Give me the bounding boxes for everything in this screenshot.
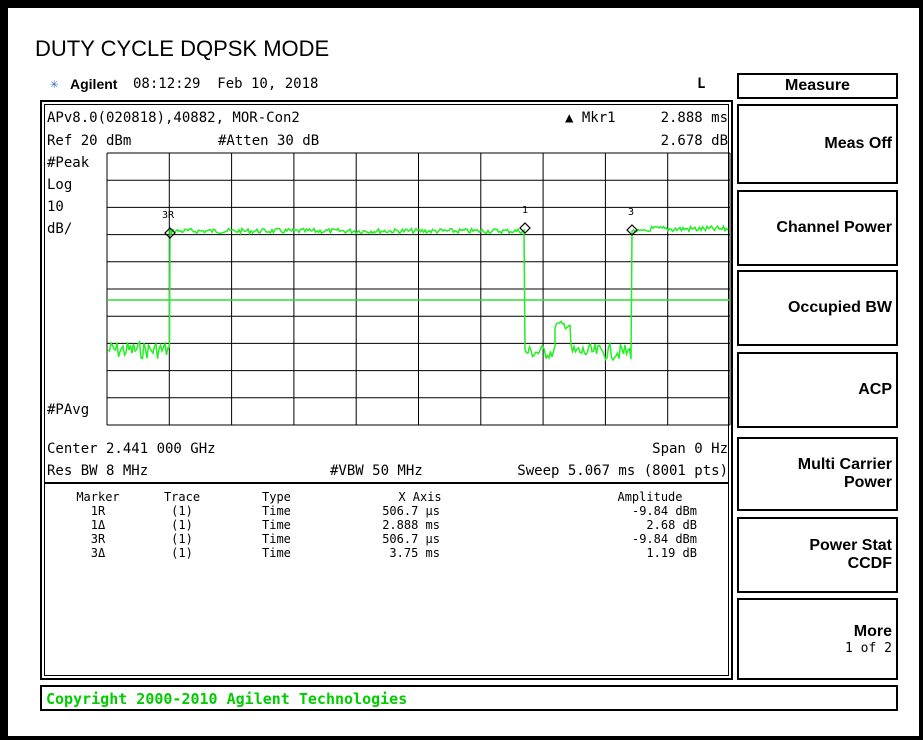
table-header: Marker — [76, 490, 120, 504]
marker-diamonds — [164, 222, 638, 239]
softkey-label: Power — [843, 474, 892, 491]
table-header: Type — [262, 490, 291, 504]
menu-title: Measure — [737, 73, 898, 99]
table-cell: 3R — [90, 532, 106, 546]
table-cell: Time — [262, 532, 291, 546]
trace — [107, 224, 729, 362]
scale-type: Log — [47, 177, 73, 193]
marker-diamond — [626, 224, 638, 236]
average: #PAvg — [47, 402, 90, 418]
table-header: Amplitude — [617, 490, 683, 504]
table-cell: 3Δ — [90, 546, 106, 560]
logo-star: ✳ — [50, 76, 59, 92]
softkey-label: Channel Power — [776, 219, 892, 236]
detector: #Peak — [47, 155, 90, 171]
table-cell: (1) — [171, 546, 193, 560]
softkey[interactable]: Multi Carrier Power — [737, 437, 898, 511]
marker-diamond — [519, 222, 531, 234]
table-cell: 2.888 ms — [382, 518, 440, 532]
softkey[interactable]: Meas Off — [737, 104, 898, 184]
table-header: X Axis — [398, 490, 442, 504]
softkey[interactable]: Occupied BW — [737, 270, 898, 346]
marker-tag: 1 — [522, 205, 528, 216]
display-inner — [44, 104, 729, 676]
page-title: DUTY CYCLE DQPSK MODE — [35, 36, 330, 61]
table-cell: Time — [262, 518, 291, 532]
flag: L — [697, 76, 706, 92]
softkey-label: More — [853, 622, 892, 640]
table-cell: (1) — [171, 518, 193, 532]
softkey-label: Meas Off — [824, 135, 892, 152]
vbw: #VBW 50 MHz — [330, 463, 423, 479]
scale-unit: dB/ — [47, 221, 73, 237]
table-cell: 2.68 dB — [646, 518, 697, 532]
marker-y: 2.678 dB — [660, 133, 728, 149]
marker-label: ▲ Mkr1 — [565, 110, 616, 126]
menu-title-text: Measure — [785, 77, 850, 94]
softkey-label: ACP — [858, 381, 892, 398]
copyright: Copyright 2000-2010 Agilent Technologies — [46, 690, 408, 708]
marker-x: 2.888 ms — [660, 110, 728, 126]
marker-tag: 3R — [162, 210, 175, 221]
clock: 08:12:29 Feb 10, 2018 — [133, 76, 319, 92]
table-cell: 506.7 µs — [382, 504, 440, 518]
table-cell: 3.75 ms — [389, 546, 440, 560]
softkey-sub: 1 of 2 — [845, 640, 892, 656]
table-cell: -9.84 dBm — [631, 532, 697, 546]
table-cell: Time — [262, 504, 291, 518]
softkey-label: Power Stat — [809, 537, 892, 554]
softkey[interactable]: More 1 of 2 — [737, 598, 898, 680]
softkey[interactable]: ACP — [737, 352, 898, 428]
atten: #Atten 30 dB — [218, 133, 320, 149]
info: APv8.0(020818),40882, MOR-Con2 — [47, 110, 300, 126]
softkey-label: Multi Carrier — [797, 456, 892, 473]
softkey[interactable]: Power Stat CCDF — [737, 517, 898, 593]
rbw: Res BW 8 MHz — [47, 463, 149, 479]
table-cell: 1.19 dB — [646, 546, 697, 560]
display — [40, 100, 733, 680]
table-cell: 1Δ — [90, 518, 106, 532]
table-cell: (1) — [171, 532, 193, 546]
status-bar — [40, 685, 898, 711]
marker-tag: 3 — [628, 207, 634, 218]
table-cell: (1) — [171, 504, 193, 518]
ref-level: Ref 20 dBm — [47, 133, 132, 149]
scale-value: 10 — [47, 199, 64, 215]
table-cell: 1R — [90, 504, 106, 518]
table-header: Trace — [163, 490, 201, 504]
marker-diamond — [164, 227, 176, 239]
grid — [106, 152, 731, 426]
table-cell: Time — [262, 546, 291, 560]
table-cell: -9.84 dBm — [631, 504, 697, 518]
sweep: Sweep 5.067 ms (8001 pts) — [517, 463, 728, 479]
separator — [44, 482, 729, 484]
center: Center 2.441 000 GHz — [47, 441, 216, 457]
softkey-label: Occupied BW — [787, 299, 892, 316]
brand: Agilent — [70, 76, 118, 92]
span: Span 0 Hz — [652, 441, 728, 457]
softkey-label: CCDF — [847, 555, 892, 572]
table-cell: 506.7 µs — [382, 532, 440, 546]
softkey[interactable]: Channel Power — [737, 190, 898, 266]
